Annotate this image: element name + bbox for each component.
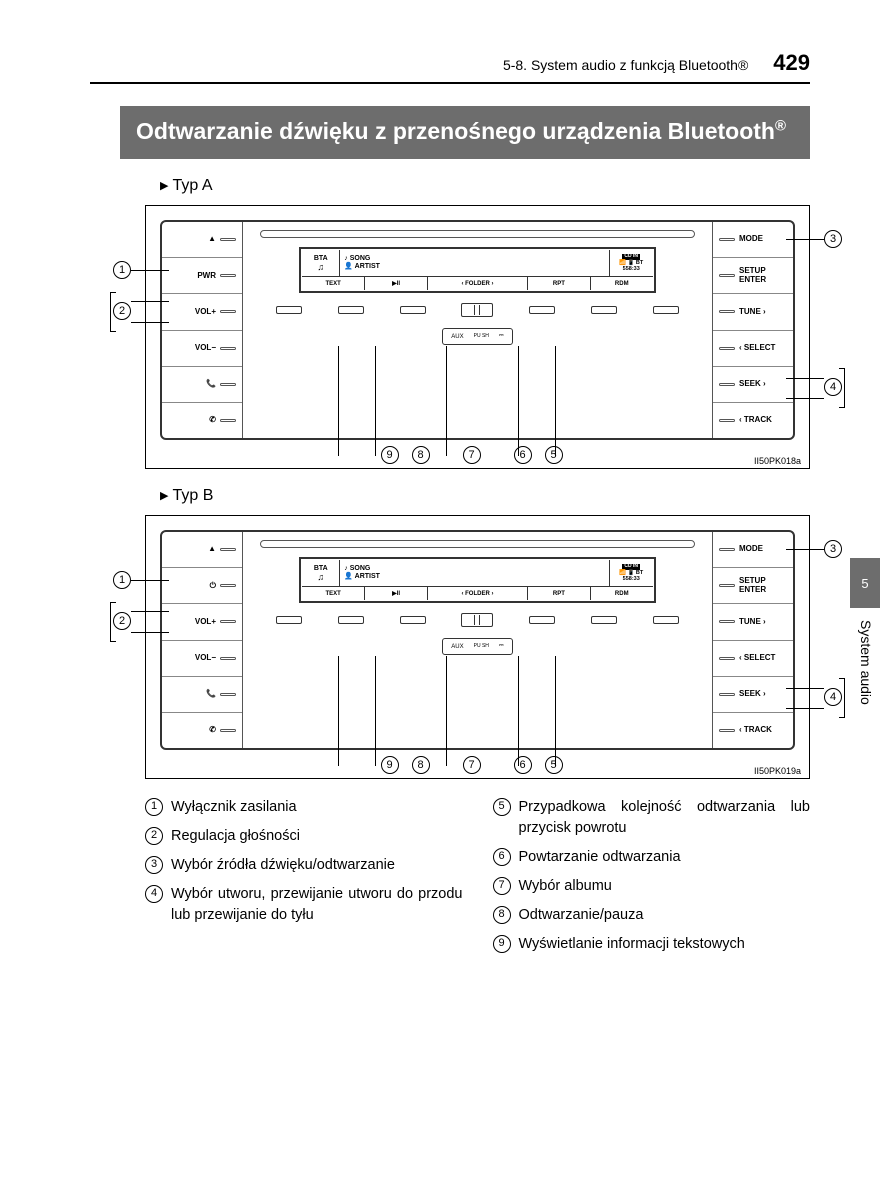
page-title: Odtwarzanie dźwięku z przenośnego urządz… [120, 106, 810, 159]
aux-panel: AUX PU SH ⎓ [276, 328, 678, 345]
bottom-callouts-a: 9 8 7 6 5 [148, 446, 795, 464]
callout-1: 1 [113, 261, 131, 279]
callout-2: 2 [113, 302, 131, 320]
image-id-a: II50PK018a [754, 456, 801, 466]
legend-right: 5Przypadkowa kolejność odtwarzania lub p… [493, 797, 811, 963]
bottom-callouts-b: 9 8 7 6 5 [148, 756, 795, 774]
cd-slot [260, 230, 694, 238]
center-panel: BTA♫ ♪ SONG👤 ARTIST CD IN📶 📱 BT558:33 TE… [242, 222, 713, 438]
legend-left: 1Wyłącznik zasilania 2Regulacja głośnośc… [145, 797, 463, 963]
callout-3: 3 [824, 230, 842, 248]
callout-4: 4 [824, 378, 842, 396]
legend: 1Wyłącznik zasilania 2Regulacja głośnośc… [145, 797, 810, 963]
type-a-heading: ▶Typ A [160, 177, 810, 195]
radio-unit-a: ▲ PWR VOL+ VOL− 📞 ✆ BTA♫ ♪ SONG👤 ARTIST … [160, 220, 795, 440]
lcd-display: BTA♫ ♪ SONG👤 ARTIST CD IN📶 📱 BT558:33 TE… [299, 247, 655, 293]
preset-buttons [276, 303, 678, 317]
radio-unit-b: ▲ ⏻ VOL+ VOL− 📞 ✆ BTA♫ ♪ SONG👤 ARTIST CD… [160, 530, 795, 750]
chapter-label: System audio [858, 620, 874, 705]
diagram-a: 1 2 3 4 ▲ PWR VOL+ VOL− 📞 ✆ BTA♫ ♪ SONG👤… [145, 205, 810, 469]
diagram-b: 1 2 3 4 ▲ ⏻ VOL+ VOL− 📞 ✆ BTA♫ ♪ SONG👤 A… [145, 515, 810, 779]
page-header: 5-8. System audio z funkcją Bluetooth® 4… [90, 50, 810, 84]
chapter-tab: 5 [850, 558, 880, 608]
page-number: 429 [773, 50, 810, 76]
image-id-b: II50PK019a [754, 766, 801, 776]
section-header: 5-8. System audio z funkcją Bluetooth® [503, 57, 748, 73]
right-buttons: MODE SETUP ENTER TUNE › ‹ SELECT SEEK › … [713, 222, 793, 438]
left-buttons: ▲ PWR VOL+ VOL− 📞 ✆ [162, 222, 242, 438]
type-b-heading: ▶Typ B [160, 487, 810, 505]
